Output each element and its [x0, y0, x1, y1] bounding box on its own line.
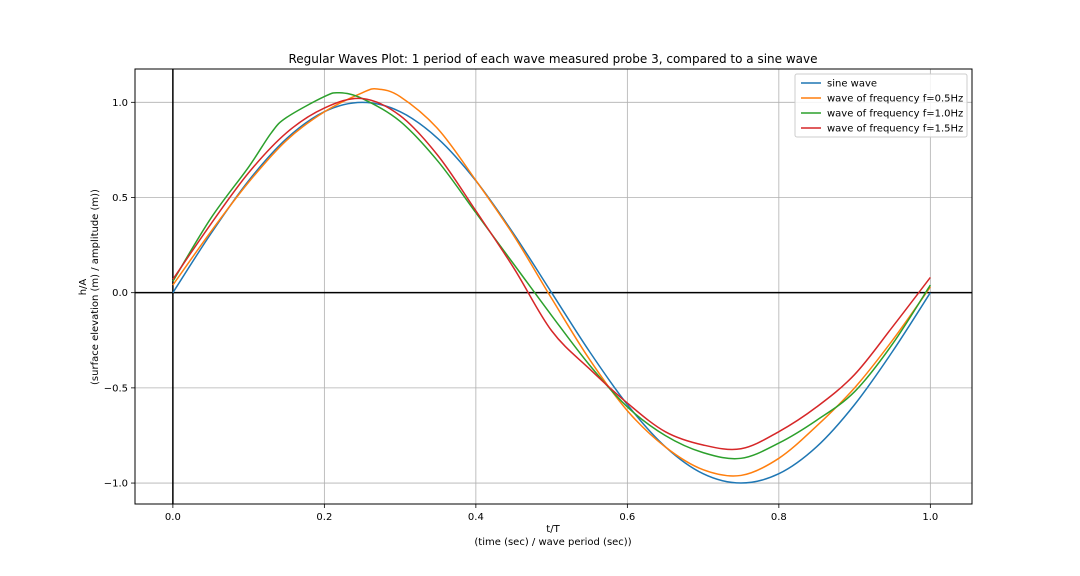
y-axis-label: h/A [78, 279, 89, 296]
y-tick-label: 0.0 [112, 288, 128, 299]
legend-label: wave of frequency f=1.5Hz [827, 124, 963, 135]
x-tick-label: 0.4 [468, 512, 484, 523]
axis-ticks: 0.0 0.2 0.4 0.6 0.8 1.0 −1.0 −0.5 0.0 0.5 1.0 [104, 98, 939, 523]
x-axis-label: t/T [546, 524, 560, 535]
y-tick-label: −0.5 [104, 383, 128, 394]
legend: sine wave wave of frequency f=0.5Hz wave o… [794, 73, 968, 138]
legend-label: wave of frequency f=1.0Hz [827, 109, 963, 120]
x-tick-label: 1.0 [922, 512, 938, 523]
series-line-1 [172, 101, 931, 484]
y-tick-label: 1.0 [112, 98, 128, 109]
x-tick-label: 0.0 [165, 512, 181, 523]
chart-title: Regular Waves Plot: 1 period of each wav… [288, 52, 817, 66]
zero-lines [135, 69, 972, 504]
x-tick-label: 0.2 [316, 512, 332, 523]
x-tick-label: 0.8 [771, 512, 787, 523]
series-line-4 [172, 97, 931, 451]
y-tick-label: −1.0 [104, 479, 128, 490]
series-line-2 [172, 88, 931, 477]
x-axis-label-detail: (time (sec) / wave period (sec)) [474, 537, 631, 548]
series-line-3 [172, 91, 931, 460]
plot-frame [134, 68, 973, 505]
legend-label: wave of frequency f=0.5Hz [827, 94, 963, 105]
y-tick-label: 0.5 [112, 193, 128, 204]
legend-label: sine wave [827, 79, 877, 90]
x-tick-label: 0.6 [619, 512, 635, 523]
legend-box [794, 73, 968, 138]
series-lines [172, 88, 931, 484]
y-axis-label-detail: (surface elevation (m) / amplitude (m)) [90, 189, 101, 385]
